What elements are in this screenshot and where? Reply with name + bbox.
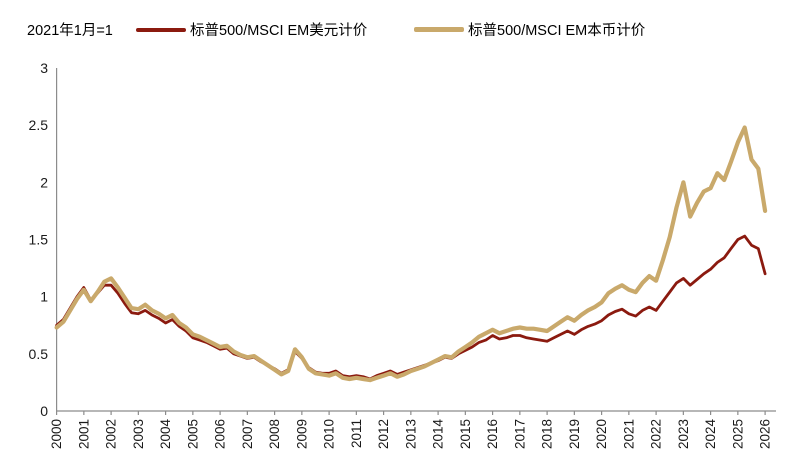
- y-tick-label: 0.5: [29, 346, 49, 362]
- x-tick-label: 2015: [458, 419, 473, 449]
- x-tick-label: 2026: [758, 419, 773, 449]
- local-series-swatch: [414, 27, 464, 32]
- legend-item-usd: 标普500/MSCI EM美元计价: [136, 19, 367, 40]
- x-tick-label: 2022: [649, 419, 664, 449]
- x-tick-label: 2021: [621, 419, 636, 449]
- usd-series-label: 标普500/MSCI EM美元计价: [190, 23, 368, 39]
- x-tick-label: 2013: [403, 419, 418, 449]
- x-tick-label: 2009: [294, 419, 309, 449]
- x-tick-label: 2011: [349, 419, 364, 448]
- usd-series-line: [55, 234, 767, 381]
- x-tick-label: 2008: [267, 419, 282, 449]
- x-tick-label: 2023: [676, 419, 691, 449]
- x-tick-label: 2000: [49, 419, 64, 449]
- x-tick-label: 2005: [185, 419, 200, 449]
- x-tick-label: 2014: [431, 419, 446, 450]
- usd-series-swatch: [136, 27, 186, 32]
- y-tick-label: 1: [40, 289, 48, 305]
- x-tick-label: 2010: [322, 419, 337, 449]
- normalization-note: 2021年1月=1: [27, 23, 113, 39]
- x-tick-label: 2007: [240, 419, 255, 449]
- x-tick-label: 2025: [730, 419, 745, 449]
- legend-item-local: 标普500/MSCI EM本币计价: [414, 19, 645, 40]
- x-tick-label: 2001: [76, 419, 91, 449]
- x-tick-label: 2003: [131, 419, 146, 449]
- y-tick-label: 3: [40, 60, 48, 76]
- x-tick-label: 2019: [567, 419, 582, 449]
- x-tick-label: 2012: [376, 419, 391, 449]
- x-tick-label: 2018: [540, 419, 555, 449]
- x-tick-label: 2017: [512, 419, 527, 449]
- y-tick-label: 1.5: [29, 232, 49, 248]
- x-tick-label: 2006: [213, 419, 228, 449]
- x-tick-label: 2024: [703, 419, 718, 450]
- local-series-label: 标普500/MSCI EM本币计价: [468, 23, 646, 39]
- x-tick-label: 2002: [104, 419, 119, 449]
- x-tick-label: 2020: [594, 419, 609, 449]
- y-tick-label: 0: [40, 403, 48, 419]
- x-tick-label: 2004: [158, 419, 173, 450]
- y-tick-label: 2: [40, 174, 48, 190]
- x-tick-label: 2016: [485, 419, 500, 449]
- legend: 标普500/MSCI EM美元计价 标普500/MSCI EM本币计价: [0, 19, 797, 39]
- y-tick-label: 2.5: [29, 117, 49, 133]
- local-series-line: [54, 125, 768, 383]
